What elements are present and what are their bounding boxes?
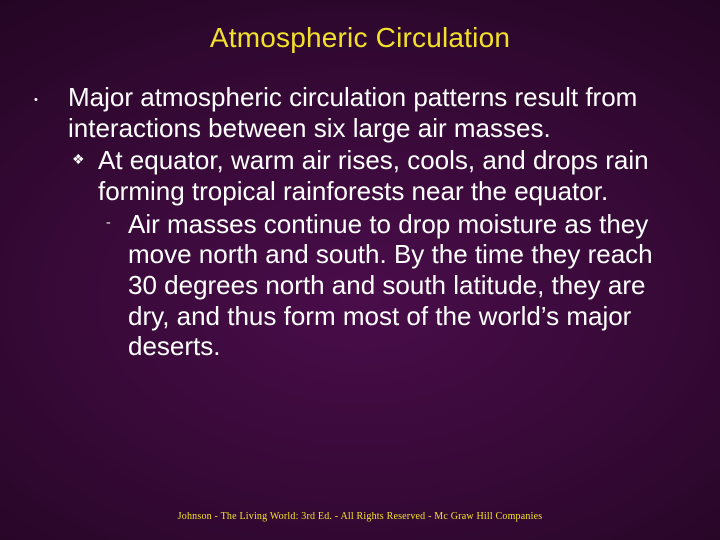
bullet-level-1-text: Major atmospheric circulation patterns r…: [68, 82, 688, 143]
bullet-level-2: ❖ At equator, warm air rises, cools, and…: [34, 145, 688, 206]
bullet-level-3: - Air masses continue to drop moisture a…: [34, 209, 688, 362]
disc-bullet-icon: •: [34, 82, 68, 143]
bullet-level-1: • Major atmospheric circulation patterns…: [34, 82, 688, 143]
diamond-bullet-icon: ❖: [72, 145, 98, 206]
slide: Atmospheric Circulation • Major atmosphe…: [0, 0, 720, 540]
slide-footer: Johnson - The Living World: 3rd Ed. - Al…: [0, 511, 720, 522]
bullet-level-2-text: At equator, warm air rises, cools, and d…: [98, 145, 688, 206]
slide-content: • Major atmospheric circulation patterns…: [30, 82, 690, 362]
bullet-level-3-text: Air masses continue to drop moisture as …: [128, 209, 688, 362]
slide-title: Atmospheric Circulation: [30, 22, 690, 54]
dash-bullet-icon: -: [106, 209, 128, 362]
